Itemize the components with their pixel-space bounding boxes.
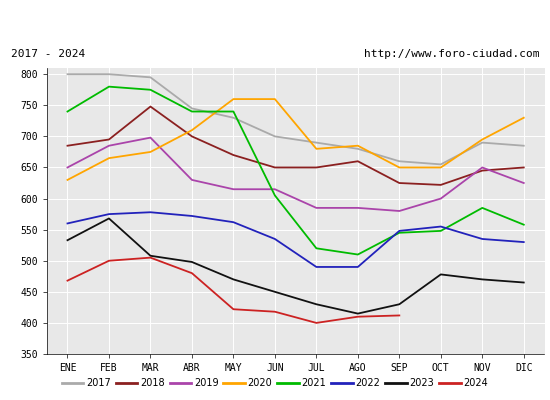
Text: http://www.foro-ciudad.com: http://www.foro-ciudad.com	[364, 49, 539, 59]
Text: Evolucion del paro registrado en Cangas del Narcea: Evolucion del paro registrado en Cangas …	[56, 14, 494, 28]
Legend: 2017, 2018, 2019, 2020, 2021, 2022, 2023, 2024: 2017, 2018, 2019, 2020, 2021, 2022, 2023…	[58, 374, 492, 392]
Text: 2017 - 2024: 2017 - 2024	[11, 49, 85, 59]
